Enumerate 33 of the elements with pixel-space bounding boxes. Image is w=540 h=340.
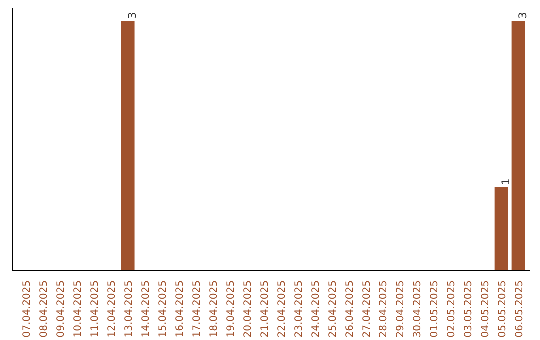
x-tick-label: 18.04.2025 [208,280,220,338]
x-tick-label: 26.04.2025 [344,280,356,338]
x-tick-label: 21.04.2025 [260,280,271,338]
x-tick-label: 16.04.2025 [174,280,186,338]
x-tick-label: 19.04.2025 [226,280,237,338]
data-label: 3 [126,12,139,19]
x-tick-label: 23.04.2025 [294,280,305,338]
x-tick-label: 20.04.2025 [242,280,254,338]
x-tick-label: 24.04.2025 [310,280,322,338]
x-tick-label: 07.04.2025 [22,280,34,338]
x-tick-label: 27.04.2025 [362,280,373,338]
x-tick-label: 22.04.2025 [276,280,288,338]
x-tick-label: 06.05.2025 [514,280,526,338]
data-label: 1 [500,178,513,186]
x-tick-label: 01.05.2025 [430,280,441,338]
x-tick-label: 17.04.2025 [192,280,203,338]
x-tick-label: 12.04.2025 [107,280,118,338]
x-tick-label: 15.04.2025 [158,280,169,338]
x-tick-label: 30.04.2025 [412,280,424,338]
x-tick-label: 11.04.2025 [90,280,102,338]
x-tick-label: 04.05.2025 [480,280,492,338]
x-tick-label: 14.04.2025 [140,280,152,338]
x-tick-label: 02.05.2025 [446,280,458,338]
data-label: 3 [516,12,530,19]
x-tick-label: 05.05.2025 [498,280,509,338]
x-tick-label: 25.04.2025 [328,280,339,338]
x-tick-label: 28.04.2025 [378,280,390,338]
x-tick-label: 29.04.2025 [396,280,407,338]
x-tick-label: 03.05.2025 [464,280,475,338]
x-tick-label: 08.04.2025 [39,280,50,338]
x-tick-label: 13.04.2025 [124,280,135,338]
x-tick-label: 09.04.2025 [56,280,68,338]
x-tick-label: 10.04.2025 [73,280,84,338]
